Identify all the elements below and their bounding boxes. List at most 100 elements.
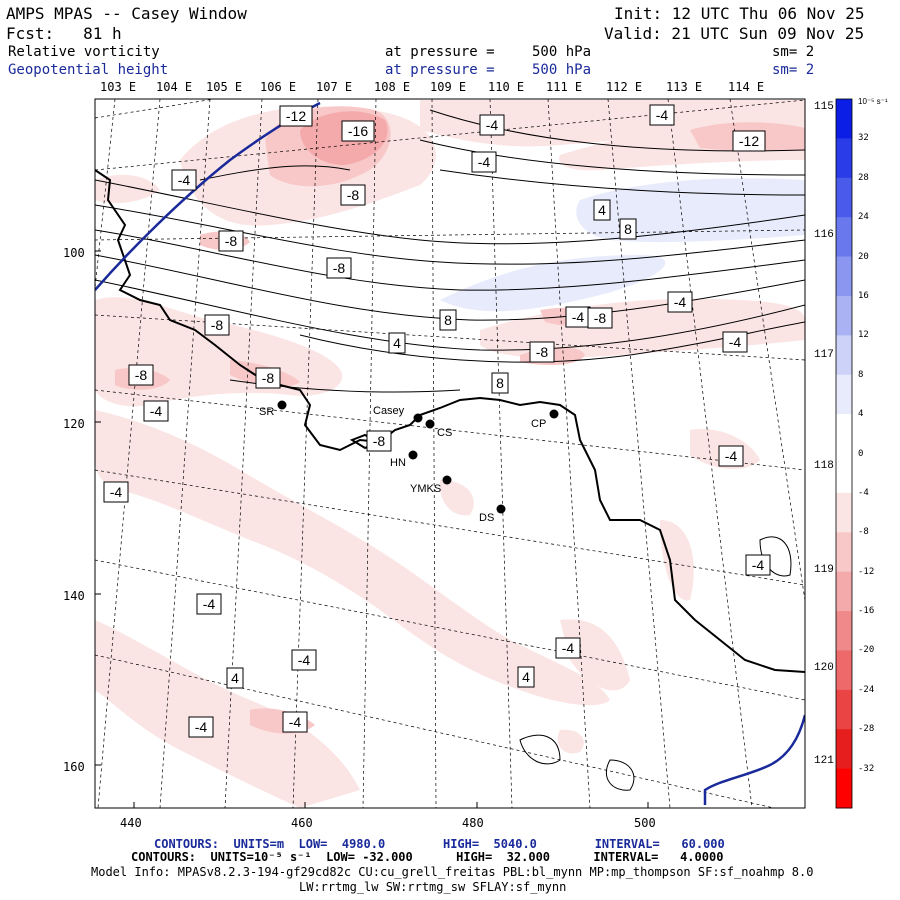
station-label-cp: CP [531, 418, 546, 430]
colorbar-segment [836, 374, 852, 415]
lon-label: 105 E [206, 80, 243, 94]
contour-label: -8 [536, 344, 549, 360]
station-label-hn: HN [390, 457, 406, 469]
contour-label: -4 [150, 403, 163, 419]
contour-label: 8 [444, 312, 452, 328]
field2-smoothing: sm= 2 [772, 62, 815, 78]
footer-vorticity-contours: CONTOURS: UNITS=10⁻⁵ s⁻¹ LOW= -32.000 HI… [131, 850, 724, 864]
map-title: AMPS MPAS -- Casey Window [6, 4, 247, 23]
contour-label-box [255, 367, 281, 389]
y-tick-label: 120 [63, 417, 85, 431]
contour-label: 4 [231, 670, 239, 686]
station-dot-cp [549, 409, 559, 419]
colorbar-segment [836, 729, 852, 770]
colorbar-label: 16 [858, 290, 869, 301]
field1-smoothing: sm= 2 [772, 44, 815, 60]
colorbar-frame [835, 98, 853, 809]
contour-label-box [341, 120, 375, 142]
lon-label: 111 E [546, 80, 583, 94]
station-markers [277, 400, 559, 514]
axis-ticks [95, 250, 649, 808]
contour-label: -8 [347, 187, 360, 203]
station-dot-hn [408, 450, 418, 460]
colorbar-segment [836, 650, 852, 691]
x-tick-label: 440 [120, 816, 142, 830]
x-tick-label: 500 [634, 816, 656, 830]
footer-model-info-2: LW:rrtmg_lw SW:rrtmg_sw SFLAY:sf_mynn [299, 880, 567, 894]
contour-label: 4 [393, 335, 401, 351]
x-tick-label: 480 [462, 816, 484, 830]
lon-label: 103 E [100, 80, 137, 94]
contour-label-box [619, 218, 637, 240]
geopotential-height-contour [703, 714, 805, 805]
colorbar-label: 20 [858, 251, 869, 262]
lon-label: 112 E [606, 80, 643, 94]
colorbar-label: 32 [858, 133, 869, 144]
x-tick-label: 460 [291, 816, 313, 830]
contour-label: -4 [674, 294, 687, 310]
colorbar-segment [836, 177, 852, 218]
contour-label: -8 [262, 370, 275, 386]
colorbar-segment [836, 611, 852, 651]
field1-level-label: at pressure = [385, 44, 495, 60]
field2-level-label: at pressure = [385, 62, 495, 78]
contour-label: -4 [178, 172, 191, 188]
colorbar-segment [836, 217, 852, 258]
colorbar-label: -24 [858, 684, 875, 695]
coastline [95, 169, 805, 673]
field2-level: 500 hPa [532, 62, 592, 78]
contour-label-box [718, 445, 744, 467]
contour-label: -8 [594, 310, 607, 326]
field1-name: Relative vorticity [8, 44, 160, 60]
station-label-cs: CS [437, 427, 452, 439]
lon-label: 104 E [156, 80, 193, 94]
colorbar-label: 24 [858, 212, 869, 223]
colorbar-label: -28 [858, 724, 875, 735]
lon-label: 107 E [316, 80, 353, 94]
contour-label: 8 [624, 221, 632, 237]
footer-height-contours: CONTOURS: UNITS=m LOW= 4980.0 HIGH= 5040… [154, 837, 725, 851]
colorbar-segment [836, 295, 852, 336]
colorbar-segment [836, 99, 852, 139]
lon-label: 106 E [260, 80, 297, 94]
colorbar-segment [836, 335, 852, 376]
contour-label-box [188, 716, 214, 738]
plot-frame [94, 98, 806, 809]
station-dot-ymks [442, 475, 452, 485]
colorbar-segment [836, 256, 852, 297]
contour-label-box [667, 291, 693, 313]
contour-label: 8 [496, 375, 504, 391]
contour-label: -8 [135, 367, 148, 383]
contour-label-box [282, 711, 308, 733]
station-dot-ds [496, 504, 506, 514]
contour-label-box [732, 130, 766, 152]
colorbar-segment [836, 532, 852, 573]
contour-label: 4 [522, 669, 530, 685]
contour-label: -4 [289, 714, 302, 730]
y-tick-label: 140 [63, 589, 85, 603]
colorbar-label: -16 [858, 606, 875, 617]
valid-time: Valid: 21 UTC Sun 09 Nov 25 [604, 24, 865, 43]
contour-label: -12 [739, 133, 759, 149]
contour-label: -12 [286, 108, 306, 124]
contour-label-box [745, 554, 771, 576]
contour-label-box [279, 105, 313, 127]
contour-label-box [491, 372, 509, 394]
lon-label: 110 E [488, 80, 525, 94]
contour-label: -4 [562, 640, 575, 656]
contour-label-box [204, 314, 230, 336]
contour-label-box [479, 114, 505, 136]
contour-label: -8 [211, 317, 224, 333]
contour-label: -4 [572, 309, 585, 325]
contour-label-box [517, 666, 535, 688]
contour-label: -4 [656, 107, 669, 123]
contour-lines [95, 109, 805, 791]
contour-label-box [291, 649, 317, 671]
footer-model-info: Model Info: MPASv8.2.3-194-gf29cd82c CU:… [91, 865, 814, 879]
contour-label-box [555, 637, 581, 659]
contour-label-box [171, 169, 197, 191]
colorbar-segment [836, 571, 852, 612]
contour-label: -8 [333, 260, 346, 276]
contour-label-box [649, 104, 675, 126]
colorbar-label: -8 [858, 527, 869, 538]
